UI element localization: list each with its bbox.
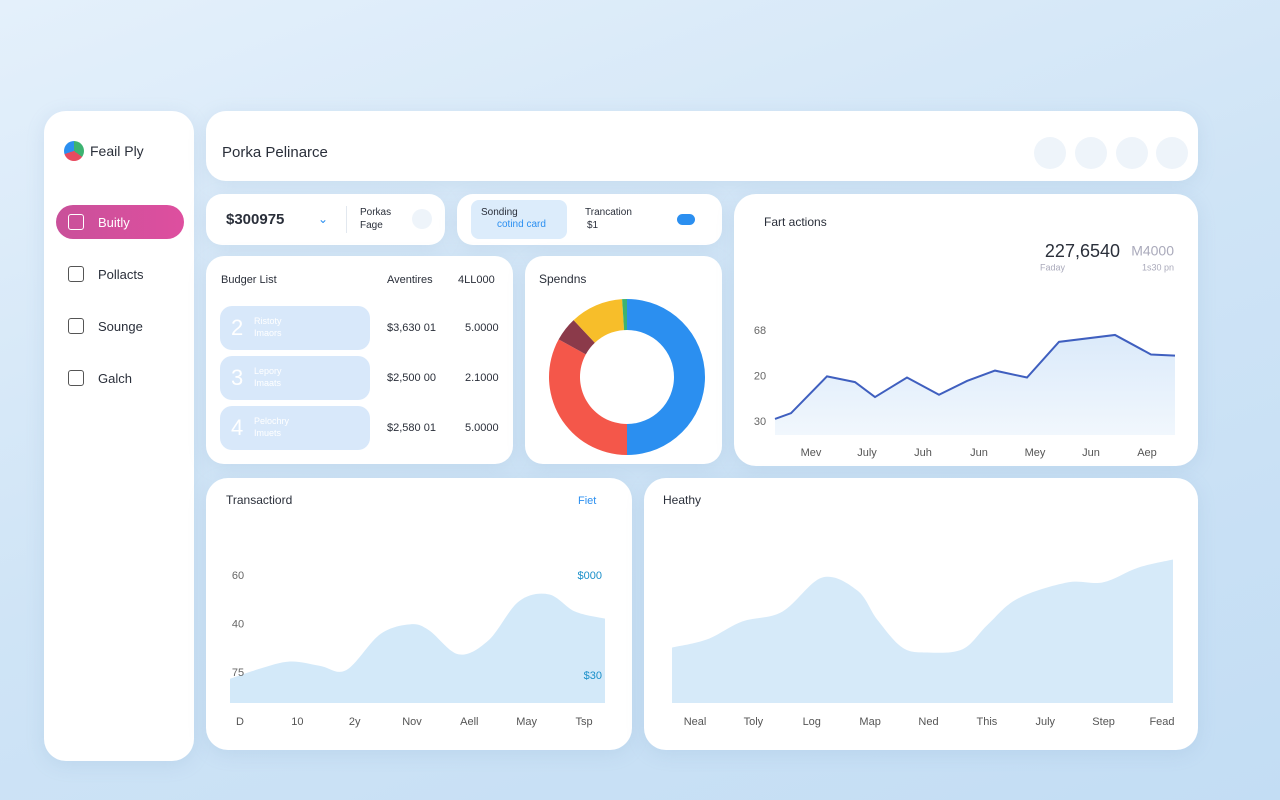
balance-label: Porkas [360,207,392,218]
brand: Feail Ply [90,143,144,159]
nav-label: Galch [98,370,132,386]
row-index: 3 [231,365,244,390]
balance-card: $300975 ⌄ Porkas Fage [206,194,445,245]
row-share: 5.0000 [465,422,499,434]
row-amount: $3,630 01 [387,322,436,334]
row-sub: Imaats [254,378,282,388]
nav-item[interactable]: Sounge [56,309,184,343]
transactions-card [206,478,632,750]
row-index: 2 [231,315,244,340]
row-name: Ristoty [254,316,282,326]
nav-item[interactable]: Buitly [56,205,184,239]
row-index: 4 [231,415,244,440]
row-sub: Imuets [254,428,282,438]
spending-value: $1 [587,220,599,231]
balance-amount: $300975 [226,211,285,228]
column-header: Aventires [387,274,433,286]
spending-card: Sonding cotind card Trancation $1 [457,194,722,245]
tag-box[interactable] [471,200,567,239]
edit-button[interactable] [1075,137,1107,169]
row-name: Lepory [254,366,282,376]
search-button[interactable] [1034,137,1066,169]
column-header: 4LL000 [458,274,495,286]
spend-card [525,256,722,464]
row-share: 2.1000 [465,372,499,384]
menu-button[interactable] [1156,137,1188,169]
balance-label: Fage [360,220,383,231]
budget-row[interactable]: 3 Lepory Imaats [220,356,370,400]
nav-item[interactable]: Galch [56,361,184,395]
header: Porka Pelinarce [206,111,1198,181]
divider [346,206,347,233]
nav-label: Pollacts [98,266,144,282]
row-amount: $2,500 00 [387,372,436,384]
logo [64,141,84,161]
toggle[interactable] [677,214,695,225]
actions-card [734,194,1198,466]
dropdown[interactable]: ⌄ [318,212,329,226]
budget-row[interactable]: 2 Ristoty Imaors [220,306,370,350]
row-sub: Imaors [254,328,282,338]
sidebar: Feail Ply Buitly Pollacts Sounge Galch [44,111,194,761]
row-name: Pelochry [254,416,290,426]
health-card [644,478,1198,750]
row-amount: $2,580 01 [387,422,436,434]
budget-title: Budger List [221,274,277,286]
nav-label: Buitly [98,214,130,230]
budget-row[interactable]: 4 Pelochry Imuets [220,406,370,450]
budget-card: Budger List Aventires 4LL000 2 Ristoty Ima… [206,256,513,464]
spending-title: Sonding [481,207,518,218]
spending-tag: cotind card [497,219,546,230]
nav-label: Sounge [98,318,143,334]
toggle[interactable] [412,209,432,229]
row-share: 5.0000 [465,322,499,334]
nav-item[interactable]: Pollacts [56,257,184,291]
clipboard-button[interactable] [1116,137,1148,169]
spending-label: Trancation [585,207,632,218]
page-title: Porka Pelinarce [222,144,328,161]
